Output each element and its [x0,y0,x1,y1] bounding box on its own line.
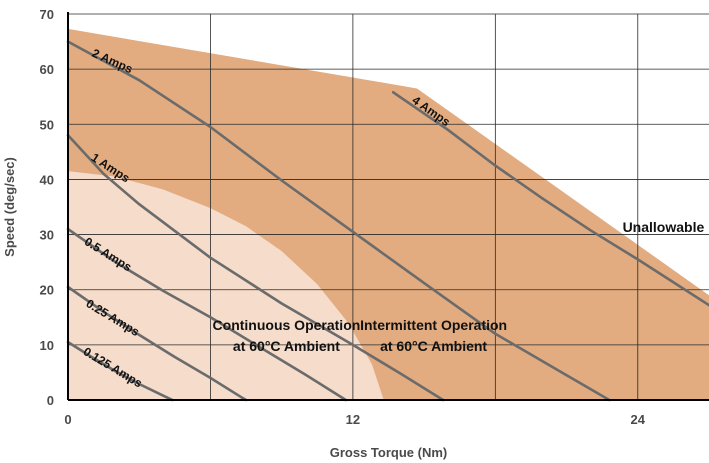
tick-labels: 0 12 24 0 10 20 30 40 50 60 70 [40,7,646,427]
grid-lines [68,13,709,400]
current-curve [66,40,611,402]
x-tick-label: 12 [346,412,360,427]
y-tick-label: 70 [40,7,54,22]
x-tick-label: 24 [631,412,646,427]
current-curves [66,40,709,402]
y-tick-label: 30 [40,228,54,243]
unallowable-region-label: Unallowable [623,219,705,235]
current-curve [391,91,709,307]
y-tick-label: 20 [40,283,54,298]
intermittent-region-label: Intermittent Operation [360,317,507,333]
continuous-region-label: Continuous Operation [213,317,361,333]
current-curve [66,340,174,402]
y-tick-label: 50 [40,117,54,132]
y-tick-label: 0 [47,393,54,408]
current-curve [66,285,248,402]
x-axis-title: Gross Torque (Nm) [330,445,448,460]
region-labels: Intermittent Operation at 60°C Ambient Con… [213,219,705,354]
axes [67,12,709,401]
x-tick-label: 0 [64,412,71,427]
current-curve [66,227,348,402]
plot-area: 0 12 24 0 10 20 30 40 50 60 70 Intermittent Operat… [40,7,709,427]
y-tick-label: 60 [40,62,54,77]
y-tick-label: 10 [40,338,54,353]
continuous-region-label: at 60°C Ambient [233,338,340,354]
y-axis-title: Speed (deg/sec) [2,157,17,257]
continuous-operation-region [68,171,384,400]
intermittent-region-label: at 60°C Ambient [380,338,487,354]
current-curve [66,134,445,402]
y-tick-label: 40 [40,172,54,187]
